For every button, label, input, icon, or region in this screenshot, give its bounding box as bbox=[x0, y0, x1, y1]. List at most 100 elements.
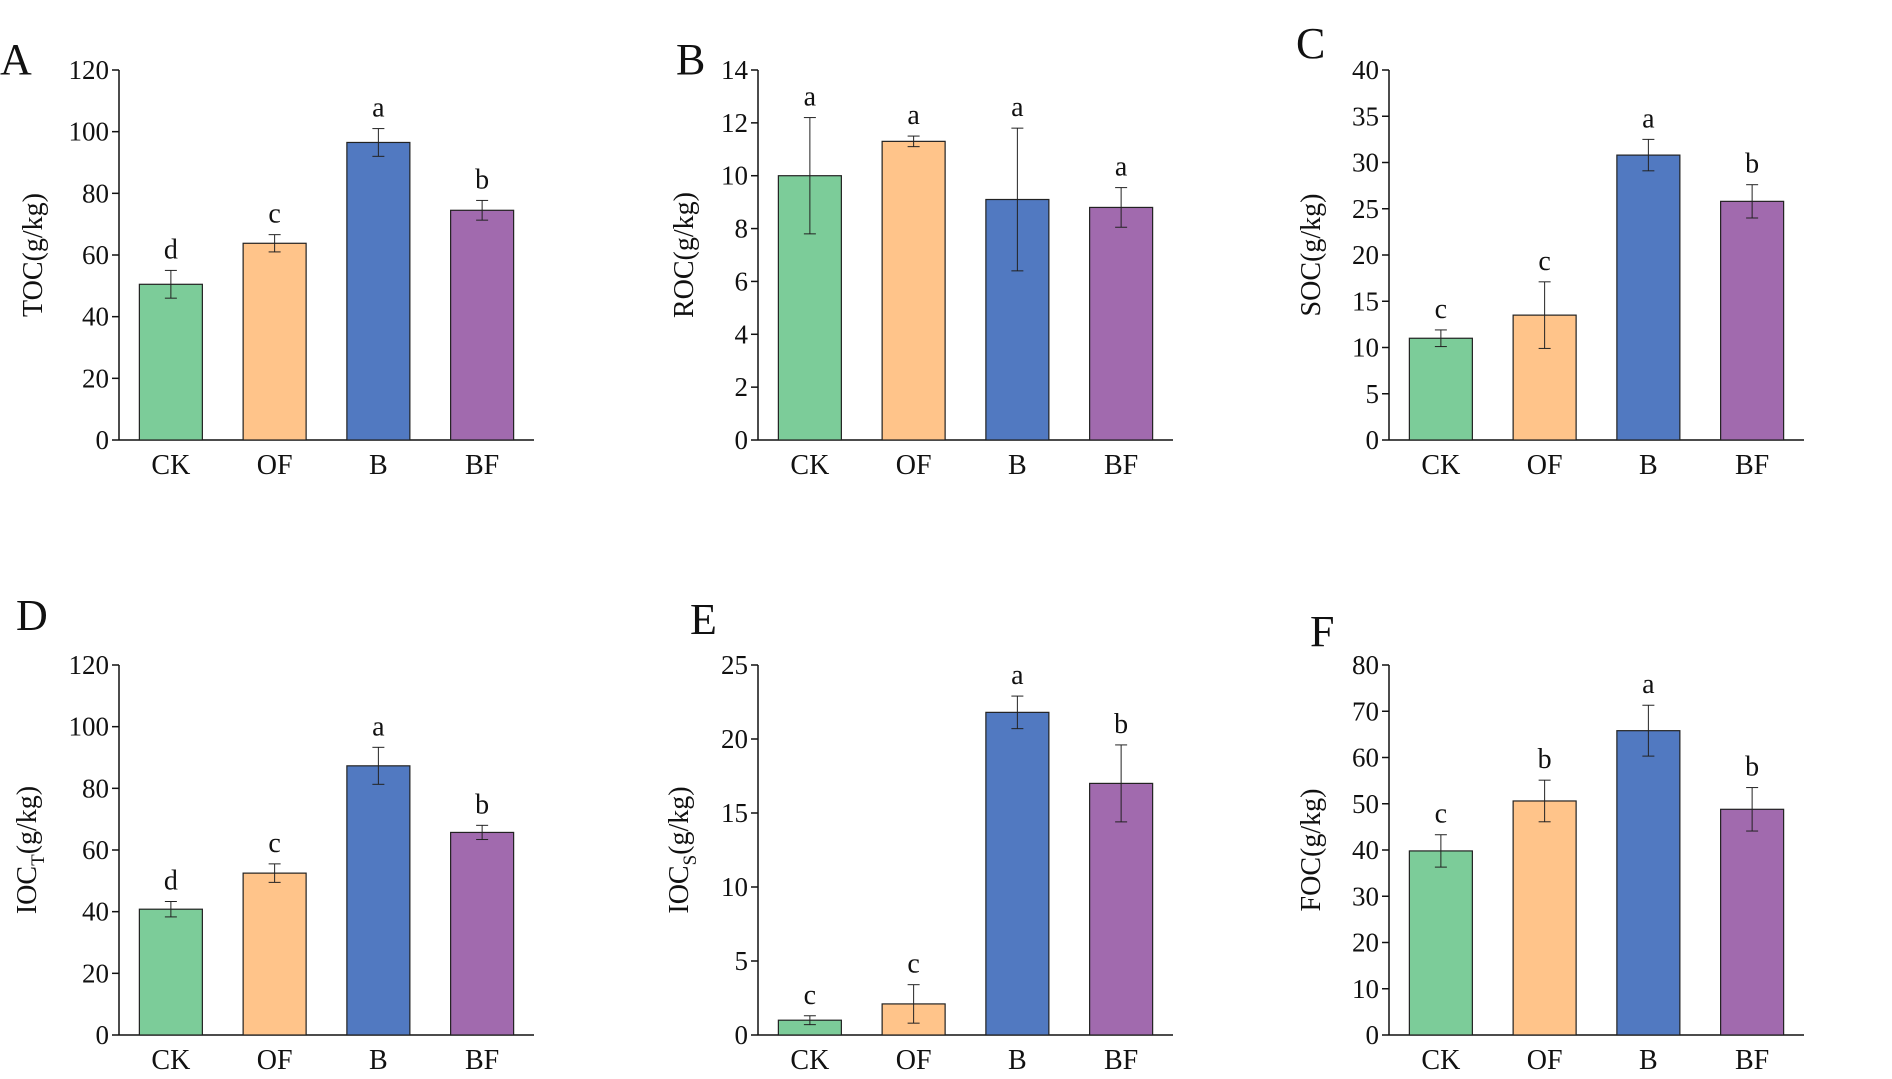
panel-f-x-label-b: B bbox=[1639, 1045, 1658, 1076]
panel-a-bar-b bbox=[346, 141, 411, 441]
panel-b-x-label-of: OF bbox=[896, 450, 932, 481]
panel-c-x-label-b: B bbox=[1639, 450, 1658, 481]
panel-f-y-tick-label: 80 bbox=[1352, 650, 1379, 680]
panel-a-x-label-b: B bbox=[369, 450, 388, 481]
panel-e-letter: E bbox=[690, 595, 717, 644]
panel-c-y-tick-label: 0 bbox=[1366, 425, 1380, 455]
panel-c-y-tick-label: 15 bbox=[1352, 286, 1379, 316]
panel-e-y-tick-label: 10 bbox=[721, 872, 748, 902]
panel-f-y-tick-label: 30 bbox=[1352, 881, 1379, 911]
panel-f-y-tick-label: 0 bbox=[1366, 1020, 1380, 1050]
panel-b-y-tick-label: 14 bbox=[721, 55, 749, 85]
panel-b-bar-of bbox=[881, 140, 946, 441]
panel-c-sig-letter-b: a bbox=[1642, 103, 1655, 134]
panel-d-y-tick-label: 40 bbox=[82, 897, 109, 927]
panel-d-y-tick-label: 60 bbox=[82, 835, 109, 865]
panel-d-bar-b bbox=[346, 765, 411, 1036]
panel-d-x-label-bf: BF bbox=[465, 1045, 499, 1076]
panel-a-y-tick-label: 0 bbox=[96, 425, 110, 455]
panel-c-sig-letter-bf: b bbox=[1745, 149, 1759, 180]
panel-a-sig-letter-ck: d bbox=[164, 234, 178, 265]
panel-d-sig-letter-b: a bbox=[372, 711, 385, 742]
panel-e: E 0 5 10 15 20 25 IOCS(g/kg) c CK c OF a Bb BF bbox=[664, 595, 1173, 1076]
panel-b-sig-letter-bf: a bbox=[1115, 152, 1128, 183]
panel-d-x-label-ck: CK bbox=[151, 1045, 190, 1076]
panel-d-y-tick-label: 120 bbox=[69, 650, 110, 680]
panel-c-sig-letter-ck: c bbox=[1435, 294, 1447, 325]
panel-b-y-tick-label: 6 bbox=[735, 266, 749, 296]
panel-c-y-tick-label: 5 bbox=[1366, 379, 1380, 409]
panel-f-y-tick-label: 20 bbox=[1352, 928, 1379, 958]
panel-d-y-tick-label: 80 bbox=[82, 773, 109, 803]
panel-c-y-tick-label: 25 bbox=[1352, 194, 1379, 224]
panel-e-y-tick-label: 15 bbox=[721, 798, 748, 828]
panel-b-y-label: ROC(g/kg) bbox=[669, 192, 700, 318]
panel-b-sig-letter-of: a bbox=[907, 100, 920, 131]
panel-f-y-tick-label: 60 bbox=[1352, 743, 1379, 773]
panel-f-bar-b bbox=[1616, 730, 1681, 1036]
panel-c-letter: C bbox=[1296, 19, 1325, 68]
panel-a-bar-bf bbox=[450, 209, 515, 441]
panel-d-y-label: IOCT(g/kg) bbox=[12, 786, 49, 914]
panel-e-x-label-of: OF bbox=[896, 1045, 932, 1076]
panel-a-bar-of bbox=[242, 242, 307, 441]
panel-b-sig-letter-ck: a bbox=[804, 82, 817, 113]
panel-a-y-tick-label: 60 bbox=[82, 240, 109, 270]
panel-d-x-label-b: B bbox=[369, 1045, 388, 1076]
panel-c-x-label-of: OF bbox=[1527, 450, 1563, 481]
panel-f-y-tick-label: 50 bbox=[1352, 789, 1379, 819]
panel-c-bar-ck bbox=[1408, 337, 1473, 441]
panel-a-letter: A bbox=[0, 35, 32, 84]
panel-e-bar-b bbox=[985, 711, 1050, 1036]
panel-d-bar-of bbox=[242, 872, 307, 1036]
panel-b-letter: B bbox=[676, 35, 705, 84]
panel-f-x-label-ck: CK bbox=[1421, 1045, 1460, 1076]
panel-a-sig-letter-b: a bbox=[372, 93, 385, 124]
panel-a-x-label-bf: BF bbox=[465, 450, 499, 481]
panel-e-x-label-ck: CK bbox=[790, 1045, 829, 1076]
panel-b-y-tick-label: 4 bbox=[735, 319, 749, 349]
panel-f-sig-letter-bf: b bbox=[1745, 752, 1759, 783]
panel-a: A 0 20 40 60 80 100 120 TOC(g/kg) d CK c OF a Bb BF bbox=[0, 35, 534, 481]
panel-c-y-tick-label: 20 bbox=[1352, 240, 1379, 270]
panel-d-y-tick-label: 0 bbox=[96, 1020, 110, 1050]
panel-e-y-tick-label: 25 bbox=[721, 650, 748, 680]
panel-b-bar-bf bbox=[1089, 206, 1154, 441]
panel-c-x-label-ck: CK bbox=[1421, 450, 1460, 481]
panel-f-x-label-of: OF bbox=[1527, 1045, 1563, 1076]
panel-a-bar-ck bbox=[138, 283, 203, 441]
panel-e-sig-letter-b: a bbox=[1011, 660, 1024, 691]
panel-e-y-tick-label: 20 bbox=[721, 724, 748, 754]
panel-a-y-tick-label: 100 bbox=[69, 117, 110, 147]
panel-f-letter: F bbox=[1310, 607, 1334, 656]
panel-c-y-tick-label: 10 bbox=[1352, 333, 1379, 363]
panel-b-x-label-bf: BF bbox=[1104, 450, 1138, 481]
panel-b-sig-letter-b: a bbox=[1011, 92, 1024, 123]
panel-f-bar-bf bbox=[1720, 808, 1785, 1036]
panel-b-y-tick-label: 12 bbox=[721, 108, 748, 138]
panel-d-y-tick-label: 100 bbox=[69, 712, 110, 742]
panel-f-x-label-bf: BF bbox=[1735, 1045, 1769, 1076]
panel-f-sig-letter-b: a bbox=[1642, 669, 1655, 700]
panel-e-bar-bf bbox=[1089, 782, 1154, 1036]
panel-d-bar-bf bbox=[450, 831, 515, 1036]
panel-b-y-tick-label: 10 bbox=[721, 161, 748, 191]
panel-f-sig-letter-ck: c bbox=[1435, 799, 1447, 830]
panel-e-sig-letter-of: c bbox=[907, 949, 919, 980]
panel-d-y-tick-label: 20 bbox=[82, 958, 109, 988]
panel-d-sig-letter-bf: b bbox=[475, 789, 489, 820]
panel-a-y-label: TOC(g/kg) bbox=[18, 193, 49, 317]
panel-a-sig-letter-bf: b bbox=[475, 164, 489, 195]
panel-c: C 0 5 10 15 20 25 30 35 40 SOC(g/kg) c CK c OF a Bb BF bbox=[1296, 19, 1804, 481]
panel-b-x-label-b: B bbox=[1008, 450, 1027, 481]
panel-f-y-tick-label: 70 bbox=[1352, 696, 1379, 726]
panel-d-sig-letter-of: c bbox=[268, 828, 280, 859]
panel-a-y-tick-label: 80 bbox=[82, 178, 109, 208]
panel-c-y-tick-label: 35 bbox=[1352, 101, 1379, 131]
panel-c-x-label-bf: BF bbox=[1735, 450, 1769, 481]
panel-e-y-tick-label: 0 bbox=[735, 1020, 749, 1050]
panel-f-y-tick-label: 10 bbox=[1352, 974, 1379, 1004]
panel-e-sig-letter-bf: b bbox=[1114, 709, 1128, 740]
panel-f: F 0 10 20 30 40 50 60 70 80 FOC(g/kg) c CK b OF a Bb BF bbox=[1296, 607, 1804, 1076]
panel-f-y-tick-label: 40 bbox=[1352, 835, 1379, 865]
